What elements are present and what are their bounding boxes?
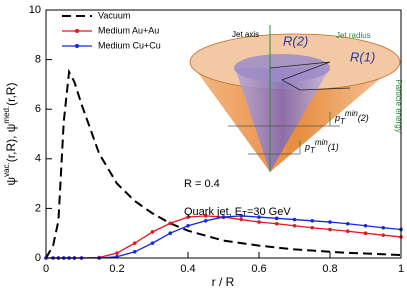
legend-marker [75,44,79,48]
marker [257,220,261,224]
label-part: (r,R), ψ [4,124,18,163]
legend-label: Vacuum [98,10,130,20]
label-part: T [242,210,247,219]
legend-label: Medium Cu+Cu [98,40,161,50]
y-tick-label: 10 [29,4,41,16]
marker [257,215,261,219]
marker [150,230,155,234]
marker [221,215,226,219]
marker [274,216,279,221]
series-line [45,68,402,259]
label-part: p [304,142,310,152]
label-part: min [315,138,328,147]
marker [381,233,386,237]
r2-label: R(2) [283,33,308,48]
y-tick-label: 6 [35,103,41,115]
x-tick-label: 0.8 [322,263,337,275]
marker [345,229,350,234]
x-axis-label: r / R [212,275,235,289]
marker [292,217,297,222]
legend-label: Medium Au+Au [98,25,159,35]
radius-lines [269,61,351,91]
label-part: med. [2,106,11,124]
marker [115,251,119,255]
y-axis-label: ψvac.(r,R), ψmed.(r,R) [2,83,18,186]
inset-diagram: Jet axis Jet radius R(2) R(1) Particle e… [189,25,403,172]
pt1-label: pTmin(1) [304,138,339,155]
label-part: =30 GeV [247,206,291,218]
marker [186,215,190,219]
marker [310,225,315,230]
x-tick-label: 0.2 [109,263,124,275]
y-tick-label: 0 [35,252,41,264]
x-tick-label: 1 [398,263,404,275]
marker [274,221,279,226]
pt2-label: pTmin(2) [334,109,369,126]
y-tick-label: 4 [35,153,41,165]
marker [310,219,315,223]
x-tick-label: 0.4 [180,263,195,275]
label-part: ψ [4,177,18,186]
inner-cone [235,68,330,172]
label-part: (2) [358,113,369,123]
label-part: (1) [328,142,339,152]
y-tick-label: 2 [35,202,41,214]
marker [150,241,155,245]
inner-cone-top [234,54,330,82]
marker [132,241,137,245]
x-tick-label: 0.6 [251,263,266,275]
radius-annotation: R = 0.4 [184,178,220,190]
marker [186,223,190,228]
marker [132,250,137,254]
jet-axis-label: Jet axis [232,30,259,39]
label-part: p [334,113,340,123]
plot-frame [45,9,402,259]
label-part: Quark jet, E [184,206,242,218]
label-part: T [310,146,316,155]
jet-annotation: Quark jet, ET=30 GeV [184,206,291,219]
jet-radius-label: Jet radius [336,31,371,40]
marker [363,231,368,235]
marker [168,221,173,226]
label-part: (r,R) [4,83,18,106]
label-part: T [340,117,346,126]
marker [239,217,244,222]
particle-energy-label: Particle energy [394,79,403,132]
label-part: vac. [2,162,11,177]
marker [168,231,173,235]
marker [328,227,332,232]
marker [203,214,208,218]
marker [239,214,244,218]
x-tick-label: 0 [43,263,49,275]
marker [363,223,368,228]
marker [203,219,208,223]
marker [292,223,297,228]
marker [345,221,350,226]
marker [328,220,332,224]
legend-marker [75,29,79,33]
y-tick-label: 8 [35,54,41,66]
r1-label: R(1) [350,49,375,64]
label-part: min [345,109,358,118]
marker [381,225,386,230]
